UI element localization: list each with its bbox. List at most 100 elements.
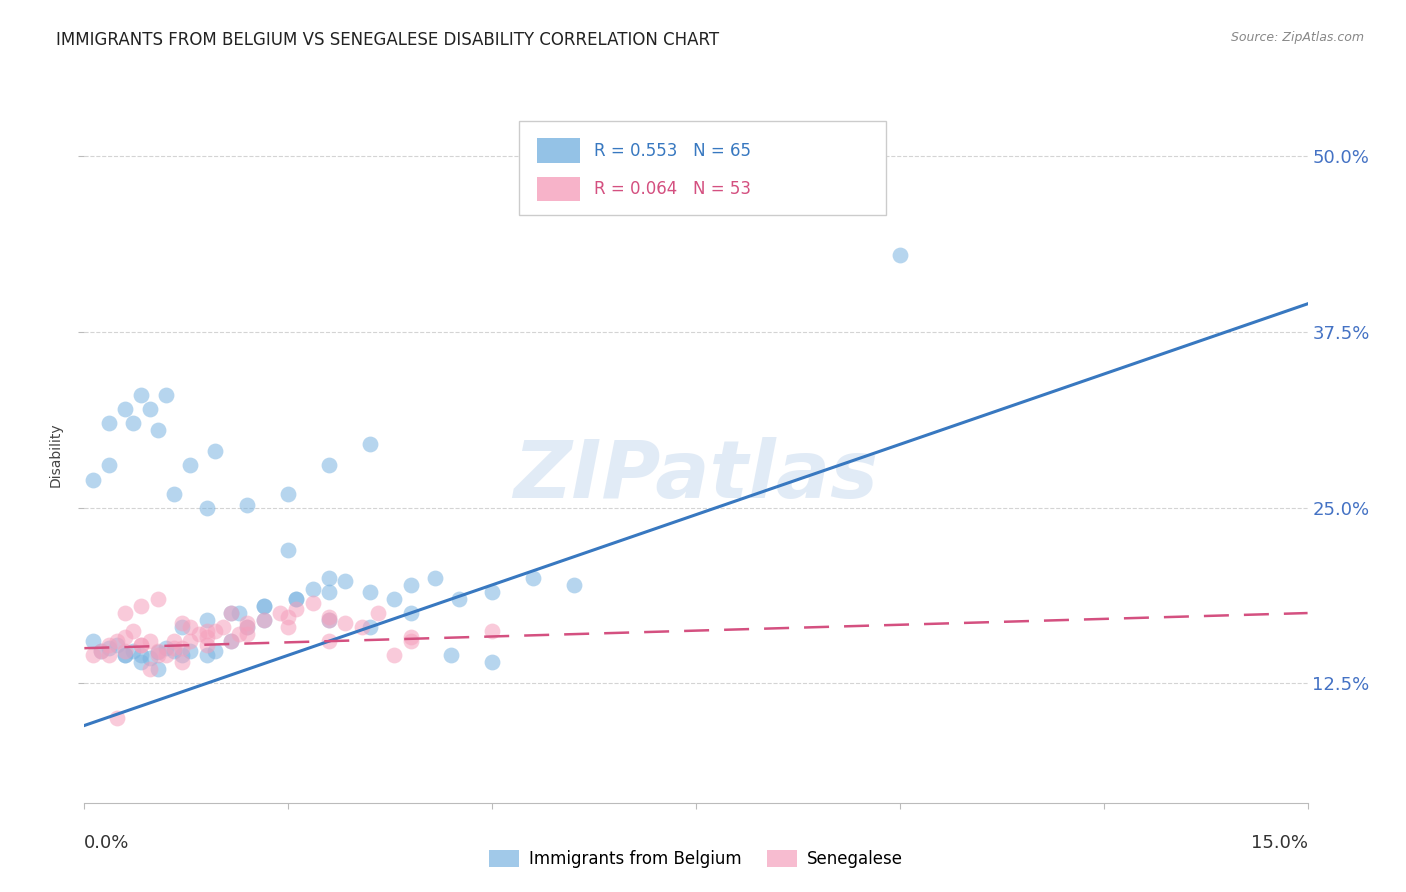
Point bbox=[481, 585, 503, 599]
Point bbox=[195, 500, 218, 515]
Point bbox=[172, 655, 194, 669]
Point bbox=[399, 630, 422, 644]
Point bbox=[146, 662, 169, 676]
Point bbox=[236, 620, 259, 634]
Point bbox=[318, 610, 340, 624]
Point bbox=[285, 592, 308, 607]
Point bbox=[82, 634, 104, 648]
Point bbox=[105, 711, 128, 725]
Point bbox=[399, 578, 422, 592]
Point bbox=[359, 437, 381, 451]
FancyBboxPatch shape bbox=[519, 121, 886, 215]
Point bbox=[155, 388, 177, 402]
Point bbox=[90, 644, 112, 658]
Point bbox=[253, 613, 276, 627]
Point bbox=[131, 388, 153, 402]
Point bbox=[228, 606, 250, 620]
Point bbox=[146, 644, 169, 658]
Point bbox=[236, 620, 259, 634]
Point bbox=[122, 624, 145, 639]
Point bbox=[399, 634, 422, 648]
Point bbox=[382, 648, 405, 663]
Point bbox=[131, 639, 153, 653]
Text: R = 0.064   N = 53: R = 0.064 N = 53 bbox=[595, 180, 751, 198]
Text: IMMIGRANTS FROM BELGIUM VS SENEGALESE DISABILITY CORRELATION CHART: IMMIGRANTS FROM BELGIUM VS SENEGALESE DI… bbox=[56, 31, 720, 49]
Text: R = 0.553   N = 65: R = 0.553 N = 65 bbox=[595, 142, 751, 160]
Text: ZIPatlas: ZIPatlas bbox=[513, 437, 879, 515]
Point bbox=[253, 613, 276, 627]
Point bbox=[449, 592, 471, 607]
Point bbox=[219, 634, 242, 648]
Point bbox=[97, 458, 120, 473]
Point bbox=[114, 644, 136, 658]
Point bbox=[318, 585, 340, 599]
Point bbox=[172, 648, 194, 663]
Point bbox=[114, 648, 136, 663]
Point bbox=[155, 641, 177, 656]
Point bbox=[179, 644, 201, 658]
Point bbox=[204, 644, 226, 658]
Point bbox=[155, 648, 177, 663]
Text: 0.0%: 0.0% bbox=[84, 834, 129, 852]
Point bbox=[253, 599, 276, 613]
Point bbox=[122, 644, 145, 658]
Y-axis label: Disability: Disability bbox=[49, 423, 63, 487]
Point bbox=[105, 634, 128, 648]
Point bbox=[138, 634, 160, 648]
Point bbox=[163, 634, 186, 648]
Legend: Immigrants from Belgium, Senegalese: Immigrants from Belgium, Senegalese bbox=[482, 843, 910, 874]
Point bbox=[277, 542, 299, 557]
Point bbox=[82, 648, 104, 663]
Point bbox=[105, 639, 128, 653]
Point bbox=[131, 639, 153, 653]
Point bbox=[440, 648, 463, 663]
Point bbox=[163, 486, 186, 500]
Point bbox=[195, 630, 218, 644]
Point bbox=[382, 592, 405, 607]
Point bbox=[146, 648, 169, 663]
Point bbox=[114, 402, 136, 417]
Point bbox=[228, 627, 250, 641]
Point bbox=[359, 620, 381, 634]
Point bbox=[236, 498, 259, 512]
Point bbox=[335, 574, 357, 588]
Point bbox=[114, 606, 136, 620]
Point bbox=[195, 624, 218, 639]
Point bbox=[204, 624, 226, 639]
Point bbox=[204, 444, 226, 458]
Point bbox=[335, 615, 357, 630]
Point bbox=[146, 423, 169, 437]
Point bbox=[131, 655, 153, 669]
Point bbox=[138, 662, 160, 676]
Point bbox=[146, 592, 169, 607]
Point bbox=[219, 634, 242, 648]
Point bbox=[285, 602, 308, 616]
Point bbox=[179, 620, 201, 634]
Point bbox=[97, 417, 120, 431]
Point bbox=[562, 578, 585, 592]
Point bbox=[114, 648, 136, 663]
Point bbox=[522, 571, 544, 585]
Point bbox=[97, 641, 120, 656]
Point bbox=[367, 606, 389, 620]
FancyBboxPatch shape bbox=[537, 177, 579, 201]
Point bbox=[350, 620, 373, 634]
Point bbox=[318, 458, 340, 473]
Point bbox=[318, 634, 340, 648]
Point bbox=[318, 613, 340, 627]
Point bbox=[179, 458, 201, 473]
Point bbox=[219, 606, 242, 620]
Point bbox=[301, 582, 323, 596]
Point bbox=[481, 655, 503, 669]
Point bbox=[318, 613, 340, 627]
Point bbox=[399, 606, 422, 620]
Point bbox=[179, 634, 201, 648]
Point bbox=[82, 473, 104, 487]
Point bbox=[172, 620, 194, 634]
Point bbox=[285, 592, 308, 607]
Point bbox=[277, 610, 299, 624]
Point bbox=[301, 596, 323, 610]
Point bbox=[423, 571, 446, 585]
Point bbox=[163, 641, 186, 656]
Point bbox=[236, 615, 259, 630]
